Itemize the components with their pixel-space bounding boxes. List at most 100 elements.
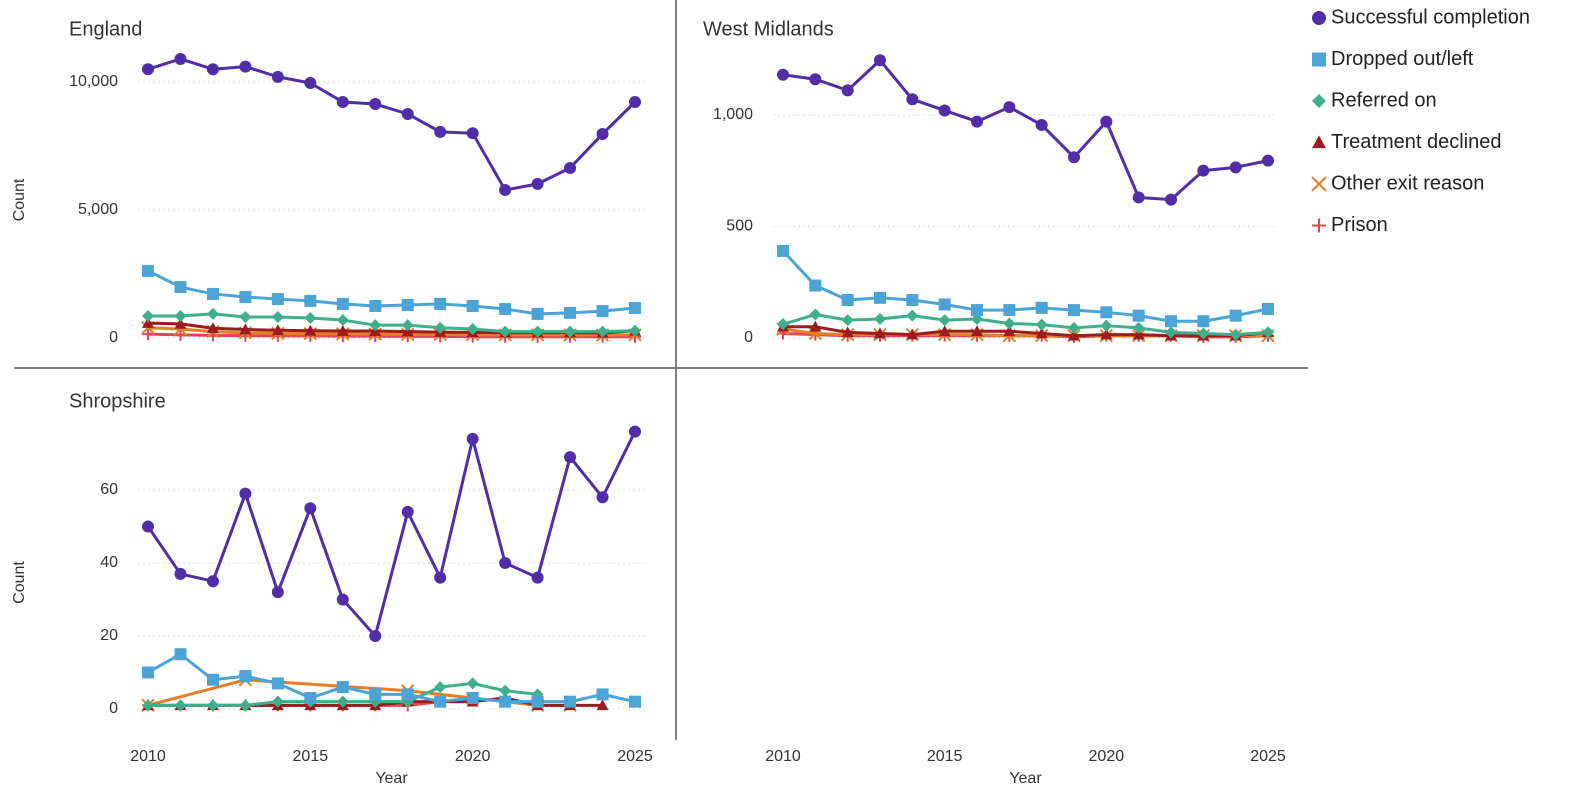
marker xyxy=(206,63,219,76)
series-line xyxy=(146,430,637,638)
marker xyxy=(206,307,219,320)
marker xyxy=(271,586,284,599)
marker xyxy=(1035,301,1048,314)
marker xyxy=(596,127,609,140)
series-line xyxy=(148,312,636,334)
marker xyxy=(596,305,609,318)
marker xyxy=(336,325,349,336)
marker xyxy=(1100,115,1113,128)
marker xyxy=(809,73,822,86)
marker xyxy=(777,244,789,257)
marker xyxy=(1035,318,1048,331)
marker xyxy=(1035,118,1048,131)
marker xyxy=(369,688,382,701)
marker xyxy=(1132,328,1145,340)
legend-marker xyxy=(1311,176,1327,192)
series-line xyxy=(147,269,636,316)
marker xyxy=(401,107,414,120)
marker xyxy=(564,695,577,708)
marker xyxy=(499,184,512,197)
legend-label: Treatment declined xyxy=(1331,131,1501,153)
marker xyxy=(174,52,187,65)
marker xyxy=(564,306,577,319)
marker xyxy=(401,319,414,332)
marker xyxy=(1100,306,1113,319)
x-tick-label: 2025 xyxy=(617,748,653,765)
marker xyxy=(1132,191,1145,204)
x-tick-label: 2020 xyxy=(1089,748,1125,765)
marker xyxy=(531,325,544,338)
marker xyxy=(809,279,822,292)
marker xyxy=(1100,328,1113,340)
marker xyxy=(1262,302,1274,315)
marker xyxy=(531,571,544,584)
marker xyxy=(174,317,187,329)
marker xyxy=(938,325,951,337)
marker xyxy=(1229,161,1242,174)
x-tick-label: 2015 xyxy=(293,748,329,765)
marker xyxy=(142,520,154,533)
marker xyxy=(239,291,252,304)
marker xyxy=(336,314,349,327)
legend-marker xyxy=(1312,11,1326,25)
marker xyxy=(304,692,317,705)
marker xyxy=(629,95,641,108)
y-tick-label: 500 xyxy=(726,218,753,235)
series-line xyxy=(782,58,1269,202)
marker xyxy=(239,323,252,335)
marker xyxy=(239,487,252,500)
marker xyxy=(142,328,154,341)
marker xyxy=(336,593,349,606)
y-tick-label: 40 xyxy=(100,554,118,571)
marker xyxy=(1229,309,1242,322)
marker xyxy=(434,297,447,310)
marker xyxy=(906,294,919,307)
marker xyxy=(1068,151,1080,164)
marker xyxy=(304,324,317,336)
marker xyxy=(499,684,512,697)
marker xyxy=(304,312,317,325)
series-line xyxy=(147,326,636,337)
marker xyxy=(874,327,886,339)
x-axis-label: Year xyxy=(1009,770,1042,787)
marker xyxy=(466,127,479,140)
marker xyxy=(174,281,187,294)
marker xyxy=(206,575,219,588)
marker xyxy=(174,648,187,661)
marker xyxy=(369,299,382,312)
marker xyxy=(239,310,252,323)
marker xyxy=(466,692,479,705)
marker xyxy=(841,294,854,307)
marker xyxy=(499,303,512,316)
marker xyxy=(499,556,512,569)
legend-label: Prison xyxy=(1331,214,1388,236)
marker xyxy=(841,326,854,338)
marker xyxy=(564,162,577,175)
marker xyxy=(1003,325,1016,337)
legend: Successful completion Dropped out/left Ref… xyxy=(1311,6,1530,236)
y-tick-label: 0 xyxy=(109,329,118,346)
marker xyxy=(874,312,886,325)
marker xyxy=(906,328,919,340)
x-tick-label: 2015 xyxy=(927,748,963,765)
marker xyxy=(304,294,317,307)
marker xyxy=(466,323,479,336)
marker xyxy=(629,324,641,337)
y-tick-label: 10,000 xyxy=(69,73,118,90)
series-line xyxy=(781,249,1269,323)
marker xyxy=(206,322,219,334)
marker xyxy=(142,309,154,322)
legend-marker xyxy=(1312,52,1326,67)
marker xyxy=(1165,315,1177,328)
series-line xyxy=(147,652,636,704)
marker xyxy=(369,629,382,642)
marker xyxy=(142,699,154,712)
marker xyxy=(809,308,822,321)
marker xyxy=(369,98,382,111)
marker xyxy=(971,325,983,337)
marker xyxy=(174,567,187,580)
marker xyxy=(336,297,349,310)
marker xyxy=(466,299,479,312)
marker xyxy=(434,695,447,708)
marker xyxy=(1003,304,1016,317)
